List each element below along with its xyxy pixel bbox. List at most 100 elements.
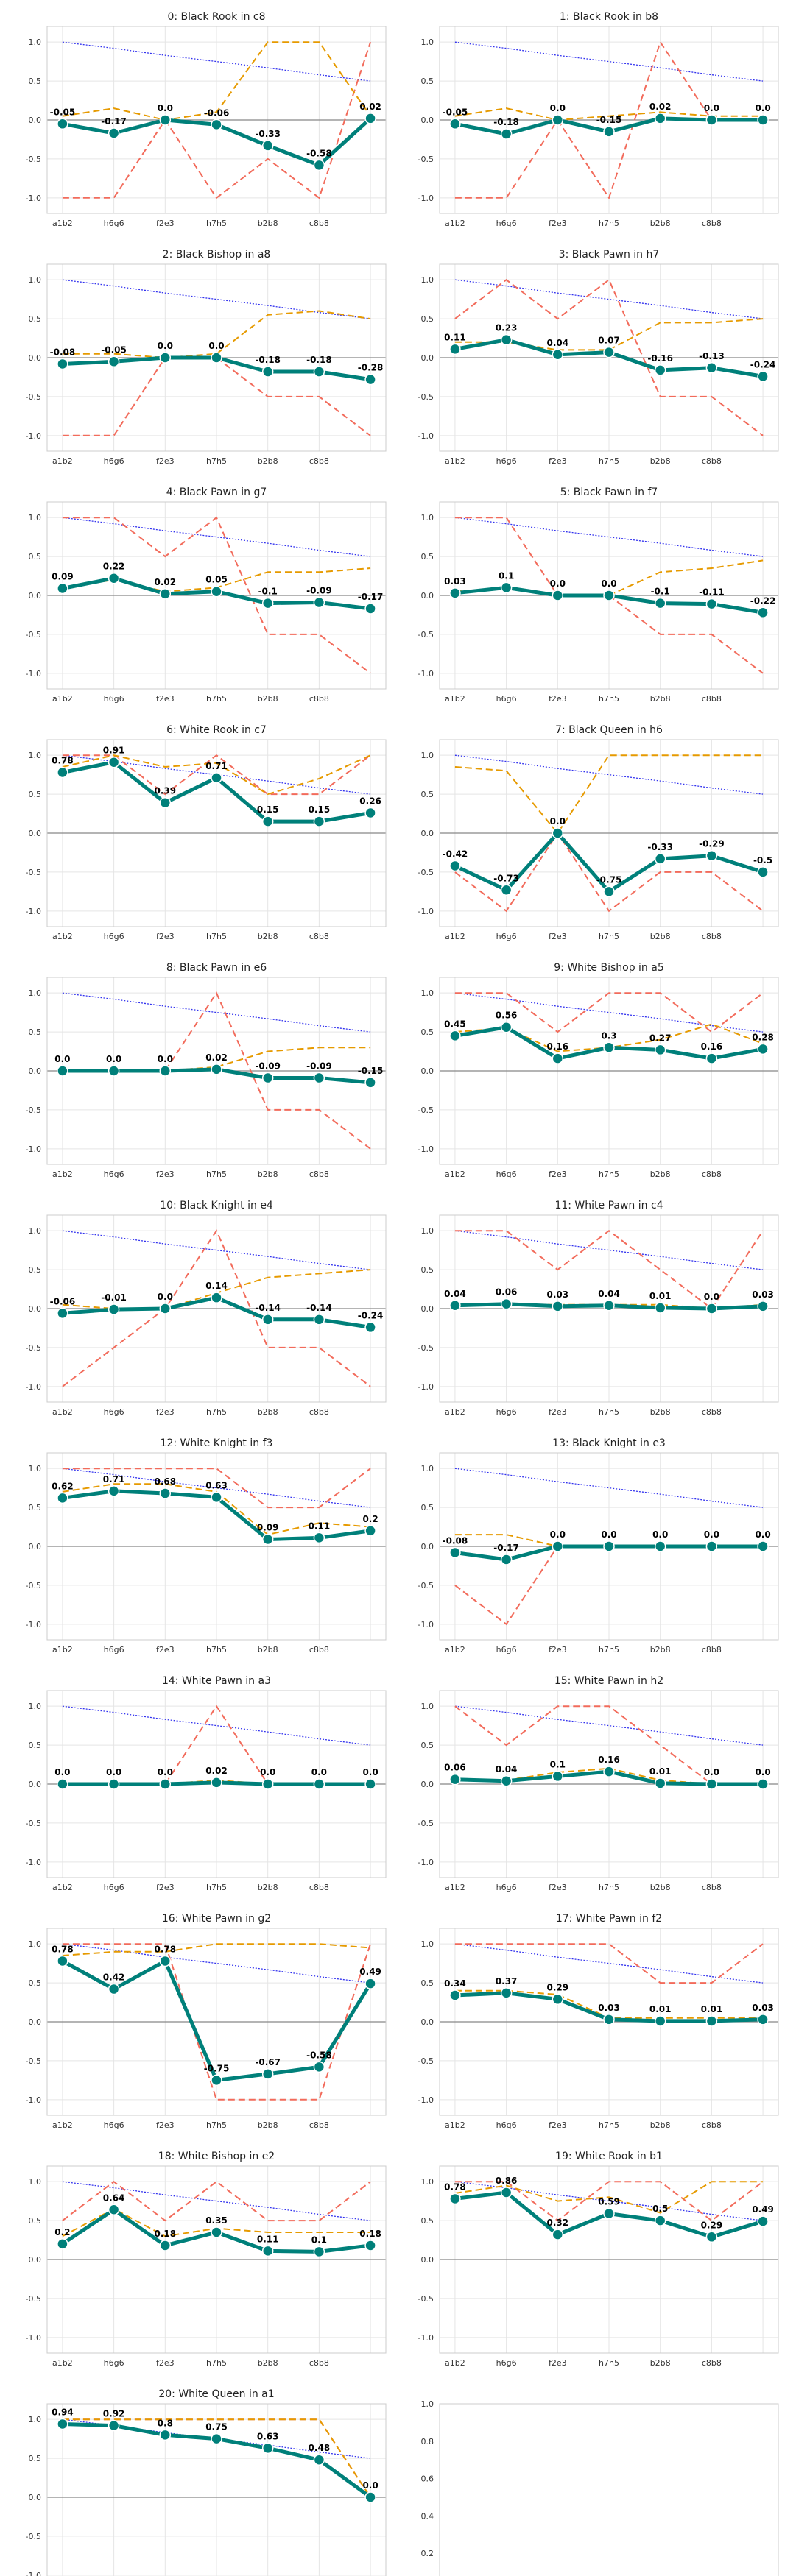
y-tick-label: -1.0 [26, 2333, 41, 2343]
y-tick-label: -1.0 [418, 1382, 434, 1392]
subplot-title: 16: White Pawn in g2 [162, 1913, 271, 1925]
data-label: 0.02 [205, 1766, 228, 1776]
data-label: 0.59 [598, 2197, 620, 2207]
x-tick-label: h7h5 [599, 1883, 619, 1892]
data-label: -0.14 [255, 1303, 281, 1313]
data-point [211, 1292, 222, 1303]
data-label: 0.06 [444, 1763, 466, 1773]
data-label: -0.09 [306, 586, 332, 596]
data-label: 0.63 [205, 1480, 228, 1490]
data-point [57, 2238, 68, 2250]
y-tick-label: -0.5 [26, 1343, 41, 1353]
data-label: 0.18 [359, 2229, 381, 2239]
data-point [57, 1492, 68, 1504]
data-point [603, 885, 615, 898]
y-tick-label: 0.5 [421, 552, 434, 562]
data-label: -0.24 [358, 1310, 384, 1320]
data-point [211, 1777, 222, 1788]
y-tick-label: 0.5 [29, 314, 42, 324]
data-label: -0.67 [255, 2057, 281, 2067]
subplot-title: 4: Black Pawn in g7 [166, 486, 267, 498]
data-label: 0.29 [546, 1982, 568, 1992]
y-tick-label: -0.5 [26, 2056, 41, 2066]
data-label: -0.16 [647, 353, 673, 364]
x-tick-label: c8b8 [702, 694, 722, 704]
subplot-0: 0: Black Rook in c8 -1.0 -0.5 0.0 0.5 1.0 a1b2… [26, 11, 387, 228]
y-tick-label: -0.5 [26, 868, 41, 877]
x-tick-label: a1b2 [52, 1407, 73, 1417]
x-tick-label: h6g6 [104, 694, 124, 704]
data-point [603, 126, 615, 138]
data-point [552, 349, 564, 361]
data-point [654, 1777, 666, 1789]
data-point [757, 370, 769, 383]
y-tick-label: -1.0 [26, 2571, 41, 2576]
data-label: 0.01 [649, 2004, 672, 2014]
data-label: -0.22 [750, 595, 776, 606]
y-tick-label: 0.5 [421, 314, 434, 324]
y-tick-label: 1.0 [29, 513, 42, 523]
data-label: 0.02 [154, 577, 176, 587]
subplot-title: 6: White Rook in c7 [166, 724, 267, 736]
data-label: 0.15 [257, 804, 279, 815]
subplot-title: 10: Black Knight in e4 [160, 1200, 273, 1211]
x-tick-label: h7h5 [206, 1883, 227, 1892]
data-label: 0.07 [598, 336, 620, 346]
series-line-red [454, 278, 764, 436]
data-label: -0.05 [101, 344, 127, 355]
data-label: 0.0 [704, 1767, 719, 1777]
y-tick-label: -1.0 [418, 431, 434, 441]
x-tick-label: f2e3 [549, 694, 567, 704]
data-point [654, 1044, 666, 1056]
subplot-title: 5: Black Pawn in f7 [560, 486, 658, 498]
data-point [552, 1540, 564, 1552]
data-point [261, 1778, 274, 1790]
x-tick-label: h7h5 [599, 2120, 619, 2130]
data-point [108, 1303, 120, 1315]
x-tick-label: f2e3 [549, 1883, 567, 1892]
data-point [705, 1052, 718, 1064]
data-label: 0.06 [496, 1287, 518, 1298]
data-label: -0.5 [753, 855, 772, 866]
subplot-5: 5: Black Pawn in f7 -1.0 -0.5 0.0 0.5 1.0 a1b2… [418, 486, 779, 704]
plot-frame [46, 501, 387, 690]
x-tick-label: f2e3 [156, 1170, 175, 1179]
data-label: -0.33 [255, 129, 281, 139]
data-label: 0.5 [652, 2204, 668, 2214]
data-label: 0.0 [106, 1767, 122, 1777]
data-label: 0.02 [649, 102, 672, 112]
x-tick-label: a1b2 [52, 694, 73, 704]
x-tick-label: c8b8 [702, 1883, 722, 1892]
x-tick-label: f2e3 [156, 694, 175, 704]
data-point [603, 2207, 615, 2220]
data-point [211, 1491, 222, 1504]
y-tick-label: 1.0 [29, 2177, 42, 2187]
y-tick-label: -1.0 [26, 907, 41, 916]
data-label: 0.2 [54, 2227, 70, 2237]
data-point [500, 333, 513, 346]
x-tick-label: c8b8 [309, 932, 329, 941]
data-point [108, 572, 120, 584]
data-point [654, 2015, 666, 2027]
y-tick-label: 0.0 [421, 2255, 434, 2265]
x-tick-label: a1b2 [445, 1645, 465, 1655]
data-label: 0.0 [106, 1054, 122, 1064]
x-tick-label: b2b8 [258, 219, 278, 228]
data-point [705, 1303, 718, 1314]
data-label: 0.0 [54, 1054, 70, 1064]
data-point [159, 2240, 172, 2251]
data-point [654, 2215, 666, 2226]
y-tick-label: 0.5 [29, 1741, 42, 1750]
data-point [261, 1072, 274, 1084]
data-label: 0.04 [496, 1764, 518, 1774]
x-tick-label: c8b8 [309, 2120, 329, 2130]
data-point [757, 866, 769, 878]
y-tick-label: 0.6 [421, 2474, 434, 2484]
data-label: 0.3 [601, 1030, 616, 1041]
x-tick-label: h6g6 [496, 1645, 517, 1655]
y-tick-label: 0.0 [421, 1066, 434, 1076]
series-line-orange [62, 1047, 371, 1072]
data-point [603, 590, 615, 601]
subplot-title: 1: Black Rook in b8 [560, 11, 658, 23]
data-label: 0.0 [362, 1767, 378, 1777]
